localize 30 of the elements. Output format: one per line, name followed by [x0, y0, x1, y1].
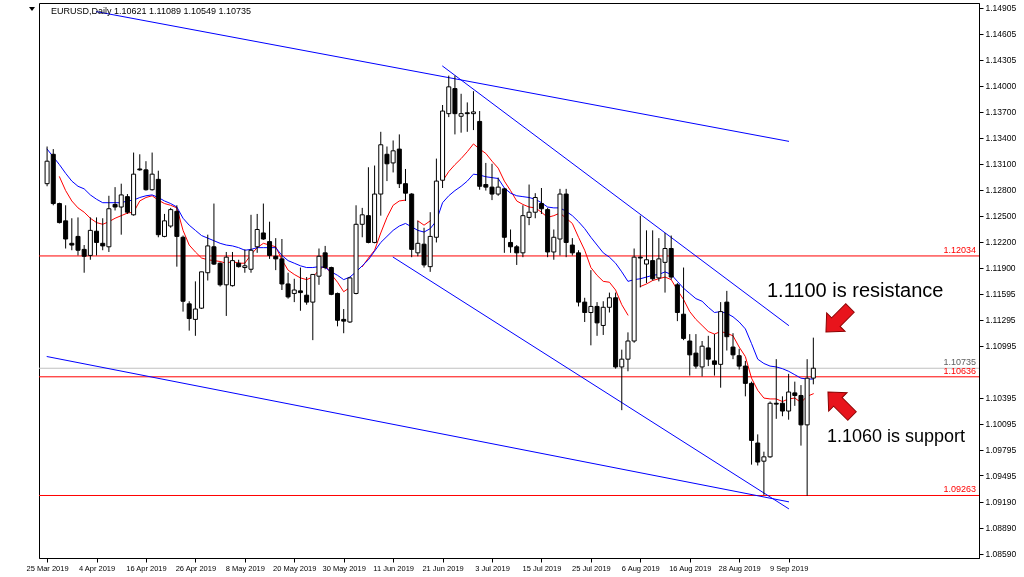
- y-tick-label: 1.12500: [985, 211, 1017, 222]
- y-tick-label: 1.14905: [985, 3, 1017, 14]
- chart-title: EURUSD,Daily 1.10621 1.11089 1.10549 1.10735: [51, 6, 251, 16]
- y-tick-label: 1.14000: [985, 81, 1017, 92]
- y-tick-label: 1.09495: [985, 470, 1017, 481]
- ref-line-label: 1.10735: [943, 357, 976, 368]
- y-tick-label: 1.13400: [985, 133, 1017, 144]
- y-tick-label: 1.14605: [985, 29, 1017, 40]
- y-tick-label: 1.08890: [985, 523, 1017, 534]
- y-tick-label: 1.10095: [985, 419, 1017, 430]
- candlestick: [267, 221, 273, 260]
- y-tick-label: 1.10995: [985, 341, 1017, 352]
- y-tick-label: 1.11295: [985, 315, 1016, 326]
- y-tick-label: 1.13100: [985, 159, 1017, 170]
- candlestick: [730, 332, 736, 360]
- y-tick-label: 1.14305: [985, 55, 1017, 66]
- y-tick-label: 1.11595: [985, 289, 1016, 300]
- y-tick-label: 1.10395: [985, 393, 1017, 404]
- y-tick-label: 1.09190: [985, 497, 1017, 508]
- y-tick-label: 1.11900: [985, 263, 1016, 274]
- y-tick-label: 1.13700: [985, 107, 1017, 118]
- ref-line-label: 1.09263: [943, 484, 976, 495]
- ref-line-label: 1.10636: [943, 365, 976, 376]
- y-tick-label: 1.09795: [985, 445, 1017, 456]
- y-tick-label: 1.12800: [985, 185, 1017, 196]
- annotation: 1.1100 is resistance: [767, 279, 944, 301]
- y-tick-label: 1.12200: [985, 237, 1017, 248]
- y-tick-label: 1.08590: [985, 549, 1017, 560]
- text: 1.1060 is support: [827, 426, 966, 446]
- ref-line-label: 1.12034: [943, 244, 976, 255]
